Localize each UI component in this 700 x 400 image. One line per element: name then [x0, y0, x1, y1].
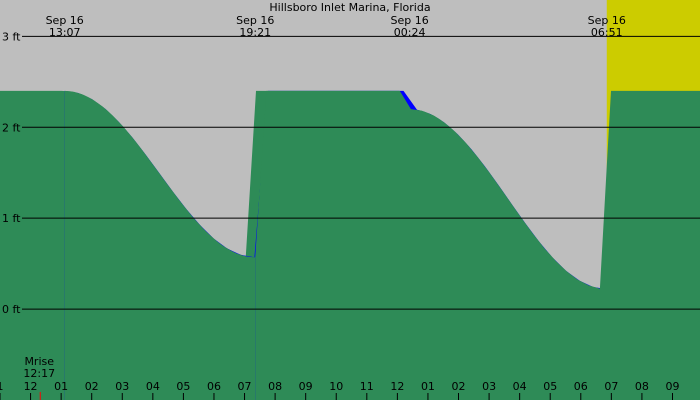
- extremum-date: Sep 16: [390, 14, 428, 27]
- falling-tide-fill: [64, 90, 256, 400]
- hour-tick-label: 05: [543, 380, 557, 393]
- hour-tick-label: 02: [85, 380, 99, 393]
- hour-tick-label: 10: [329, 380, 343, 393]
- extremum-date: Sep 16: [236, 14, 274, 27]
- hour-tick-label: 12: [24, 380, 38, 393]
- extremum-date: Sep 16: [46, 14, 84, 27]
- hour-tick-label: 06: [207, 380, 221, 393]
- hour-tick-label: 11: [360, 380, 374, 393]
- chart-title: Hillsboro Inlet Marina, Florida: [269, 1, 430, 14]
- tide-fills: [0, 90, 700, 400]
- y-tick-label: 3 ft: [2, 30, 21, 43]
- hour-axis: 1 12 01 02 03 04 05 06 07 08 09 10 11 12 01 02 03 04 05 06 0…: [0, 380, 679, 400]
- y-tick-label: 1 ft: [2, 212, 21, 225]
- hour-tick-label: 1: [0, 380, 4, 393]
- hour-tick-label: 02: [452, 380, 466, 393]
- extremum-time: 00:24: [394, 26, 426, 39]
- hour-tick-label: 09: [665, 380, 679, 393]
- falling-tide-fill: [255, 90, 700, 400]
- hour-tick-label: 07: [604, 380, 618, 393]
- hour-tick-label: 06: [574, 380, 588, 393]
- y-tick-label: 0 ft: [2, 303, 21, 316]
- extremum-time: 13:07: [49, 26, 81, 39]
- hour-tick-label: 12: [390, 380, 404, 393]
- extremum-date: Sep 16: [588, 14, 626, 27]
- moonrise-time: 12:17: [23, 367, 55, 380]
- hour-tick-label: 08: [635, 380, 649, 393]
- moonrise-label: Mrise: [24, 355, 54, 368]
- hour-tick-label: 04: [513, 380, 527, 393]
- hour-tick-label: 03: [115, 380, 129, 393]
- hour-tick-label: 08: [268, 380, 282, 393]
- height-gridlines: [22, 35, 700, 310]
- y-tick-labels: 0 ft 1 ft 2 ft 3 ft: [2, 30, 21, 316]
- hour-tick-label: 03: [482, 380, 496, 393]
- extremum-time: 06:51: [591, 26, 623, 39]
- hour-tick-label: 01: [421, 380, 435, 393]
- hour-tick-label: 05: [176, 380, 190, 393]
- hour-tick-label: 01: [54, 380, 68, 393]
- y-tick-label: 2 ft: [2, 121, 21, 134]
- hour-tick-label: 07: [238, 380, 252, 393]
- hour-tick-label: 04: [146, 380, 160, 393]
- hour-tick-label: 09: [299, 380, 313, 393]
- extremum-time: 19:21: [239, 26, 271, 39]
